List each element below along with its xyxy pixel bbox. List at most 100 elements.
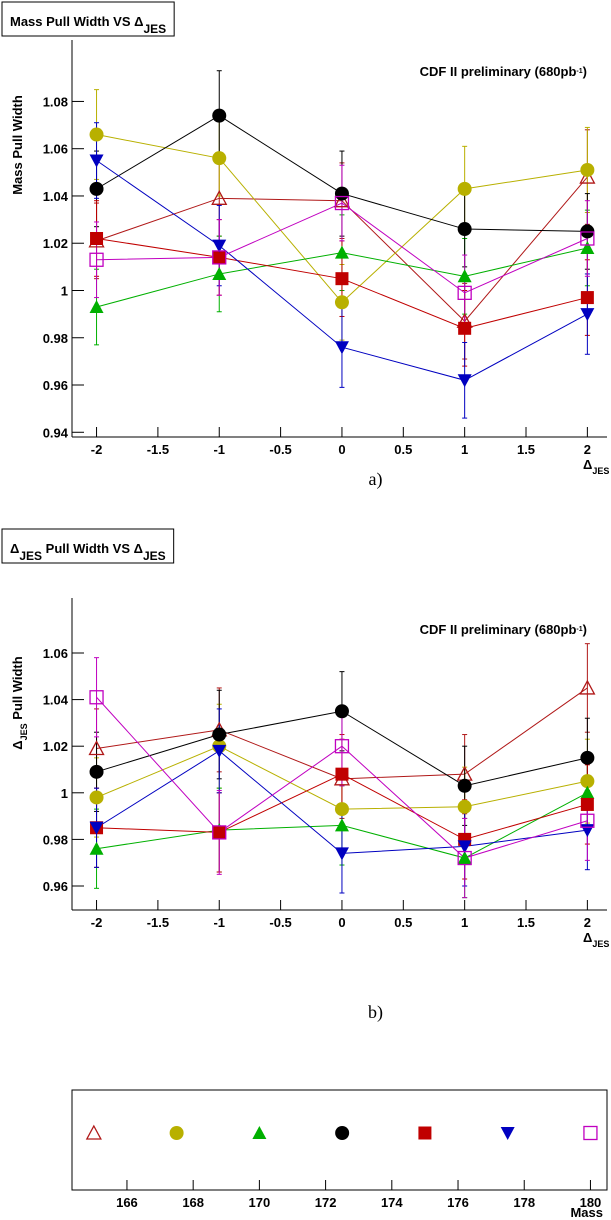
marker [580,774,595,789]
annotation-part: ) [583,622,587,637]
marker [457,181,472,196]
marker [89,300,104,314]
marker [85,1124,102,1140]
x-axis-label: ΔJES [583,457,609,476]
marker [457,799,472,814]
y-tick-label: 0.96 [43,879,68,894]
annotation-part: CDF II preliminary (680pb [420,64,577,79]
x-axis-label-part: JES [592,466,609,476]
marker [335,767,349,781]
marker [212,825,227,840]
annotation-part: -1 [576,626,582,633]
marker [418,1126,432,1140]
x-tick-label: 180 [580,1195,602,1210]
marker [89,181,104,196]
marker [457,222,472,237]
x-tick-label: 1.5 [517,915,535,930]
marker [457,285,472,301]
x-tick-label: -1.5 [147,442,169,457]
x-tick-label: 0.5 [394,915,412,930]
marker [212,727,227,742]
marker [334,802,349,817]
x-tick-label: 170 [249,1195,271,1210]
y-tick-label: 1.08 [43,94,68,109]
x-axis-label-part: Δ [583,457,592,472]
marker [334,195,350,211]
x-tick-label: -0.5 [269,915,291,930]
x-tick-label: -1 [213,915,225,930]
x-tick-label: 176 [447,1195,469,1210]
marker [169,1126,184,1140]
x-tick-label: 166 [116,1195,138,1210]
x-axis-label-part: Mass [570,1205,603,1220]
marker [212,266,227,280]
marker [580,291,594,305]
x-tick-label: -2 [91,915,103,930]
marker [334,341,349,355]
y-axis-label: Mass Pull Width [10,95,25,195]
marker [90,232,104,245]
x-tick-label: 0.5 [394,442,412,457]
marker [334,245,349,259]
y-tick-label: 0.98 [43,832,68,847]
marker [580,240,595,254]
y-tick-label: 0.94 [43,425,69,440]
marker [212,250,226,264]
marker [89,821,104,835]
marker [252,1126,267,1139]
marker [580,162,595,177]
y-axis-label: ΔJES Pull Width [10,656,29,749]
marker [457,269,472,283]
marker [458,321,472,335]
x-tick-label: 178 [513,1195,535,1210]
marker [580,308,595,322]
marker [89,127,104,142]
y-tick-label: 1.06 [43,646,68,661]
marker [212,744,227,758]
marker [212,239,227,253]
annotation: CDF II preliminary (680pb-1) [420,64,587,79]
y-tick-label: 1.02 [43,739,68,754]
marker [457,840,472,854]
marker [580,785,595,799]
x-tick-label: 168 [182,1195,204,1210]
marker [89,764,104,779]
marker [212,151,227,166]
marker [212,108,227,123]
marker [89,841,104,855]
x-tick-label: -1 [213,442,225,457]
marker [212,250,227,265]
marker [89,154,104,168]
title-box [1,528,175,564]
caption: a) [369,469,383,490]
marker [88,740,105,756]
annotation-part: CDF II preliminary (680pb [420,622,577,637]
marker [457,374,472,388]
x-tick-label: 2 [584,915,591,930]
y-tick-label: 0.96 [43,378,68,393]
marker [334,186,349,201]
marker [579,679,596,695]
marker [89,790,104,805]
y-tick-label: 1.06 [43,142,68,157]
y-tick-label: 1 [61,283,68,298]
chart-title-part: JES [143,549,166,563]
marker [89,252,104,267]
y-axis-label-part: Mass Pull Width [10,95,25,195]
y-axis-label-part: Δ [10,740,25,749]
marker [580,797,594,811]
marker [212,825,226,839]
chart-title: ΔJES Pull Width VS ΔJES [10,541,166,563]
x-tick-label: 1 [461,442,468,457]
x-axis-label-part: Δ [583,930,592,945]
marker [334,739,350,754]
chart-title-part: Pull Width VS Δ [42,541,143,556]
y-tick-label: 1.04 [43,693,69,708]
x-axis-label: ΔJES [583,930,609,949]
marker [580,750,595,765]
y-tick-label: 1.02 [43,236,68,251]
marker [583,1125,598,1141]
chart-title-part: JES [143,22,166,36]
marker [335,272,349,286]
